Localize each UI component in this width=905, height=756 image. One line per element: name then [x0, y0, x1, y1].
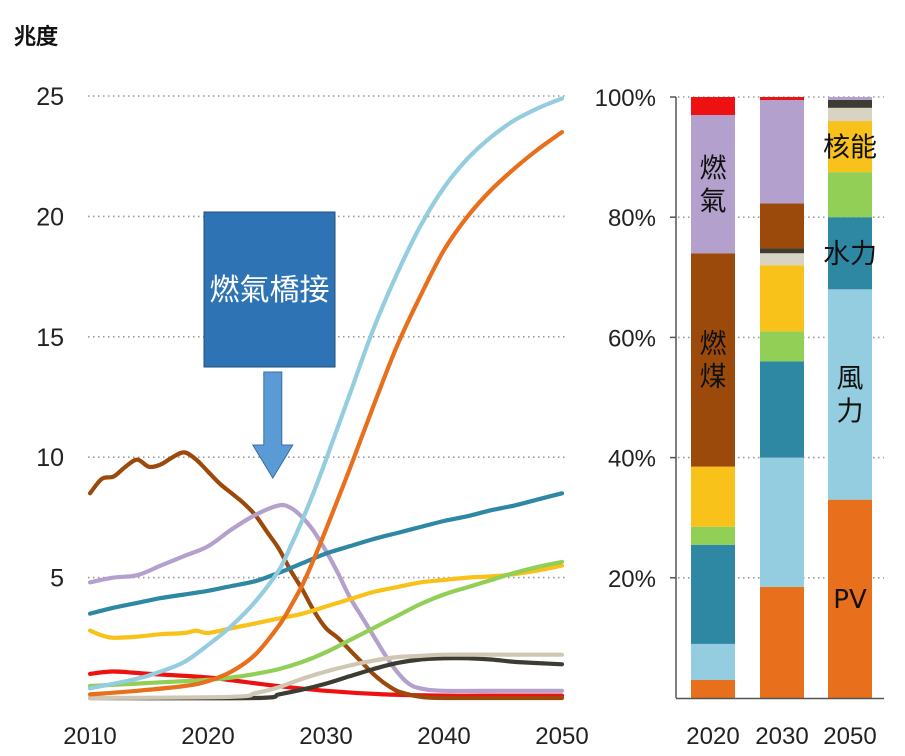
bar-label-char: 燃 — [700, 153, 727, 184]
line-series-5 — [87, 559, 565, 689]
bar-category-label: 2050 — [823, 723, 876, 750]
bar-label-char: 氣 — [700, 186, 727, 217]
callout-box — [203, 211, 336, 368]
x-tick-label: 2040 — [417, 723, 470, 750]
y-tick-label: 15 — [36, 324, 64, 352]
bar-segment — [760, 100, 804, 204]
bar-label-char: 煤 — [700, 362, 727, 393]
stacked-bar-chart — [691, 97, 872, 698]
callout-text: 燃氣橋接 — [210, 273, 330, 308]
bar-segment — [691, 544, 735, 644]
bar-segment — [760, 331, 804, 362]
bar-segment — [691, 466, 735, 527]
callout-arrow — [251, 371, 294, 479]
bar-y-tick-label: 20% — [608, 566, 656, 593]
bar-segment — [828, 107, 872, 122]
y-tick-label: 5 — [50, 565, 64, 593]
bar-y-tick-label: 60% — [608, 325, 656, 352]
y-axis-unit-label: 兆度 — [14, 24, 59, 50]
bar-label: 燃煤 — [700, 329, 727, 393]
bar-segment — [828, 100, 872, 108]
bar-segment — [691, 679, 735, 698]
bar-segment — [828, 172, 872, 218]
bar-segment — [691, 253, 735, 467]
bar-segment — [828, 121, 872, 173]
bar-label: 水力 — [823, 239, 877, 270]
line-series-0 — [87, 669, 565, 698]
bar-segment — [760, 361, 804, 458]
bar-segment — [760, 253, 804, 266]
bar-y-tick-label: 100% — [595, 85, 656, 112]
bar-chart-axes: 20% 40% 60% 80% 100% 2020 2030 2050 — [595, 85, 884, 750]
bar-y-tick-label: 40% — [608, 446, 656, 473]
bar-segment — [691, 97, 735, 116]
x-tick-label: 2010 — [63, 723, 116, 750]
line-chart — [87, 96, 565, 701]
bar-segment — [691, 526, 735, 545]
bar-segment — [760, 457, 804, 587]
bar-label-char: 燃 — [700, 329, 727, 360]
callout: 燃氣橋接 — [203, 211, 336, 479]
line-series-7 — [87, 652, 565, 701]
bar-segment — [760, 265, 804, 332]
y-tick-label: 25 — [36, 83, 64, 111]
line-series-1 — [87, 450, 565, 701]
bar-segment — [691, 643, 735, 680]
y-tick-label: 20 — [36, 203, 64, 231]
bar-segment — [760, 203, 804, 249]
line-series-8 — [87, 130, 565, 697]
line-series-6 — [87, 656, 565, 701]
bar-segment — [828, 97, 872, 101]
bar-segment — [828, 499, 872, 698]
bar-segment — [760, 97, 804, 101]
bar-segment — [828, 217, 872, 290]
line-series-3 — [87, 491, 565, 616]
x-tick-label: 2020 — [181, 723, 234, 750]
bar-label: 核能 — [823, 132, 877, 163]
bar-label: PV — [833, 585, 867, 615]
y-tick-label: 10 — [36, 444, 64, 472]
bar-segment — [828, 289, 872, 500]
x-tick-label: 2050 — [535, 723, 588, 750]
bar-segment — [760, 248, 804, 254]
line-series-4 — [87, 563, 565, 640]
bar-label: 風力 — [837, 364, 864, 428]
bar-label-char: 風 — [837, 364, 864, 395]
bar-segment — [691, 115, 735, 254]
bar-category-label: 2020 — [686, 723, 739, 750]
line-chart-axes: 兆度 5 10 15 20 25 2010 2020 2030 2040 2050 — [14, 24, 589, 750]
bar-segment — [760, 586, 804, 698]
bar-label: 燃氣 — [700, 153, 727, 217]
bar-label-char: 力 — [837, 397, 864, 428]
line-series-9 — [87, 96, 565, 691]
bar-category-label: 2030 — [755, 723, 808, 750]
bar-y-tick-label: 80% — [608, 205, 656, 232]
x-tick-label: 2030 — [299, 723, 352, 750]
